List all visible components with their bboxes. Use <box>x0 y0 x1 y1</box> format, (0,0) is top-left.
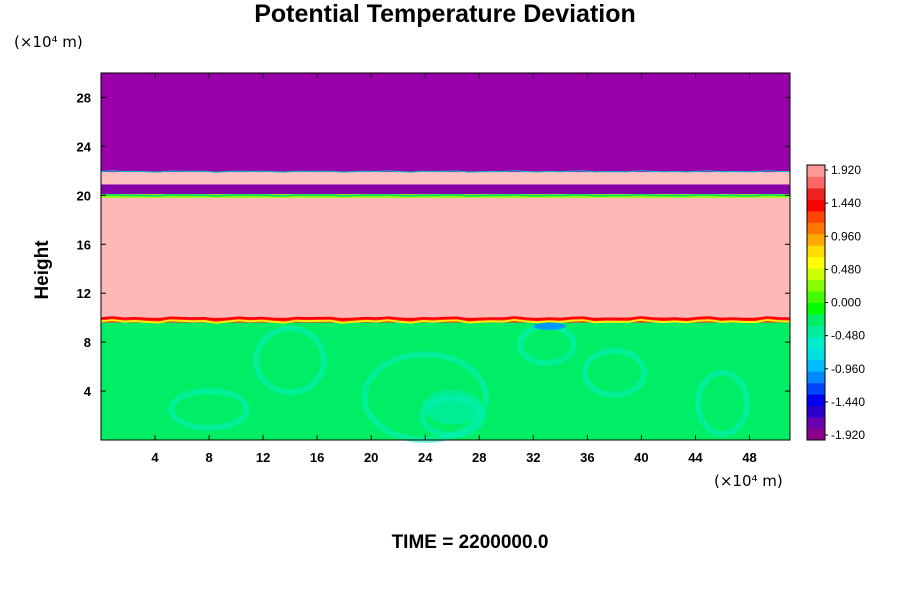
colorbar-label: 1.920 <box>831 163 861 177</box>
turbulence-eddy-5 <box>168 388 250 431</box>
x-tick-label: 20 <box>364 450 378 465</box>
y-tick-label: 24 <box>77 139 92 154</box>
colorbar-swatch <box>807 165 825 177</box>
heatmap-layer-6 <box>101 73 790 173</box>
colorbar-swatch <box>807 245 825 258</box>
x-tick-label: 28 <box>472 450 486 465</box>
colorbar-label: 0.480 <box>831 262 861 276</box>
x-tick-label: 16 <box>310 450 324 465</box>
colorbar-swatch <box>807 187 825 200</box>
colorbar-swatch <box>807 291 825 303</box>
y-axis-ticks: 4 8 12 16 20 24 28 <box>77 90 790 399</box>
interface-red <box>100 316 791 321</box>
colorbar-label: 0.000 <box>831 296 861 310</box>
colorbar-label: 1.440 <box>831 196 861 210</box>
x-axis-unit: (×10⁴ m) <box>714 472 783 490</box>
colorbar-swatch <box>807 199 825 212</box>
chart-title: Potential Temperature Deviation <box>254 0 636 28</box>
x-tick-label: 32 <box>526 450 540 465</box>
colorbar-swatch <box>807 382 825 395</box>
turbulence-eddy-6 <box>581 347 648 398</box>
colorbar-swatch <box>807 359 825 372</box>
colorbar-swatch <box>807 176 825 189</box>
turbulence-eddy-2 <box>253 325 327 396</box>
colorbar-label: 0.960 <box>831 229 861 243</box>
colorbar-label: -1.920 <box>831 428 865 442</box>
colorbar-swatch <box>807 325 825 338</box>
y-tick-label: 28 <box>77 90 91 105</box>
y-tick-label: 4 <box>84 384 92 399</box>
colorbar-swatch <box>807 233 825 246</box>
x-tick-label: 12 <box>256 450 270 465</box>
x-axis-ticks: 4 8 12 16 20 24 28 32 36 40 44 48 <box>151 73 757 465</box>
y-tick-label: 16 <box>77 237 91 252</box>
turbulence-core <box>422 389 482 425</box>
colorbar-swatch <box>807 348 825 361</box>
plot-frame <box>100 72 791 441</box>
x-tick-label: 4 <box>151 450 159 465</box>
colorbar-swatch <box>807 210 825 223</box>
colorbar-label: -1.440 <box>831 395 865 409</box>
colorbar-swatch <box>807 417 825 430</box>
y-tick-label: 12 <box>77 286 91 301</box>
interface-cyan <box>100 170 791 173</box>
colorbar-swatch <box>807 302 825 315</box>
time-footer: TIME = 2200000.0 <box>391 532 549 553</box>
colorbar-swatch <box>807 336 825 349</box>
y-tick-label: 20 <box>77 188 91 203</box>
colorbar-swatch <box>807 313 825 326</box>
colorbar-swatch <box>807 405 825 418</box>
colorbar-label: -0.960 <box>831 362 865 376</box>
x-tick-label: 48 <box>742 450 756 465</box>
heatmap-layer-5 <box>101 172 790 185</box>
colorbar-label: -0.480 <box>831 329 865 343</box>
y-tick-label: 8 <box>84 335 91 350</box>
heatmap-layer-2 <box>101 197 790 318</box>
x-tick-label: 44 <box>688 450 703 465</box>
heatmap-layers <box>101 73 790 440</box>
colorbar-swatch <box>807 371 825 384</box>
turbulence-eddy-4 <box>695 369 750 437</box>
x-tick-label: 36 <box>580 450 594 465</box>
interface-green <box>100 193 791 197</box>
cold-pocket <box>533 322 566 330</box>
heatmap-layer-4 <box>101 184 790 195</box>
colorbar-swatch <box>807 279 825 292</box>
colorbar-swatch <box>807 222 825 235</box>
x-tick-label: 40 <box>634 450 648 465</box>
x-tick-label: 24 <box>418 450 433 465</box>
colorbar-swatch <box>807 394 825 407</box>
interface-yellow <box>100 318 791 324</box>
y-axis-unit: (×10⁴ m) <box>14 33 83 51</box>
x-tick-label: 8 <box>205 450 212 465</box>
colorbar: 1.920 1.440 0.960 0.480 0.000 -0.480 -0.960 -1.… <box>806 163 865 442</box>
colorbar-swatch <box>807 256 825 269</box>
heatmap-layer-3 <box>101 194 790 198</box>
colorbar-swatch <box>807 268 825 281</box>
colorbar-swatch <box>807 428 825 441</box>
